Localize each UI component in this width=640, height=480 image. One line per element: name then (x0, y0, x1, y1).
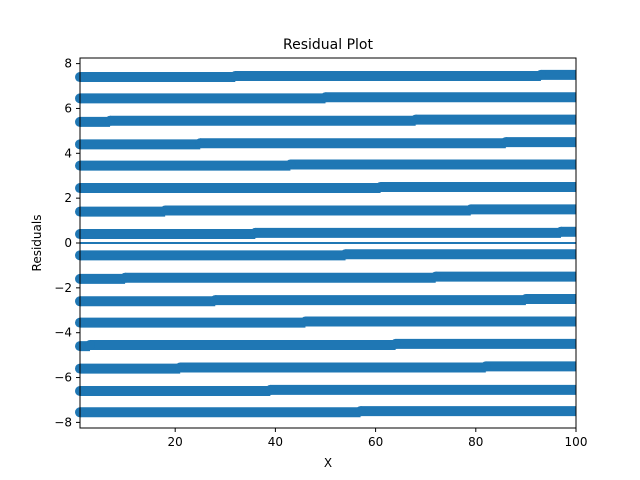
residual-band-5 (75, 181, 576, 194)
residual-point-cap-1-1 (320, 92, 331, 103)
residual-point-cap-15-1 (355, 406, 366, 417)
residual-point-cap-13-2 (480, 361, 491, 372)
residual-band-0 (75, 69, 576, 83)
residual-point-cap-10-1 (210, 295, 221, 306)
residual-band-15 (75, 406, 576, 418)
residual-band-3 (75, 137, 576, 150)
residual-point-cap-5-1 (375, 181, 386, 192)
residual-point-cap-6-1 (160, 205, 171, 216)
residual-point-cap-14-1 (265, 384, 276, 395)
y-tick-label-6: 6 (64, 101, 72, 115)
residual-band-11 (75, 316, 576, 328)
residual-point-cap-8-1 (340, 249, 351, 260)
residual-band-7 (75, 226, 576, 240)
residual-point-cap-3-2 (500, 137, 511, 148)
residual-point-cap-0-1 (230, 70, 241, 81)
y-tick-label-0: 0 (64, 236, 72, 250)
residual-band-9 (75, 271, 576, 284)
x-tick-label-40: 40 (268, 435, 283, 449)
residual-band-2 (75, 114, 576, 127)
residual-point-cap-12-2 (390, 338, 401, 349)
residual-band-13 (75, 361, 576, 374)
residual-point-cap-4-1 (285, 159, 296, 170)
residual-band-6 (75, 204, 576, 217)
residual-band-4 (75, 159, 576, 171)
residual-point-cap-13-1 (175, 362, 186, 373)
axis-layer: 20 40 60 80 100 −8 −6 −4 −2 0 2 4 6 8 (54, 57, 587, 449)
x-axis-label: X (324, 456, 332, 470)
residual-band-1 (75, 92, 576, 104)
data-layer (75, 69, 576, 418)
residual-point-cap-2-1 (105, 115, 116, 126)
y-axis-label: Residuals (30, 215, 44, 272)
chart-title: Residual Plot (283, 37, 373, 53)
y-tick-label--2: −2 (54, 281, 72, 295)
y-tick-label--4: −4 (54, 326, 72, 340)
residual-point-cap-11-1 (300, 316, 311, 327)
residual-point-cap-6-2 (465, 204, 476, 215)
residual-point-cap-7-2 (555, 226, 566, 237)
residual-band-8 (75, 249, 576, 261)
residual-point-cap-9-1 (120, 272, 131, 283)
residual-point-cap-10-2 (520, 294, 531, 305)
x-tick-label-60: 60 (368, 435, 383, 449)
residual-point-cap-7-1 (250, 227, 261, 238)
y-tick-label-2: 2 (64, 191, 72, 205)
residual-point-cap-0-2 (535, 69, 546, 80)
x-tick-label-80: 80 (468, 435, 483, 449)
y-tick-label--8: −8 (54, 415, 72, 429)
plot-area-frame (79, 57, 577, 429)
y-tick-label-4: 4 (64, 146, 72, 160)
x-tick-label-100: 100 (565, 435, 588, 449)
residual-band-10 (75, 294, 576, 307)
residual-band-12 (75, 338, 576, 352)
residual-band-14 (75, 384, 576, 396)
y-tick-label--6: −6 (54, 371, 72, 385)
x-tick-label-20: 20 (168, 435, 183, 449)
residual-point-cap-3-1 (195, 138, 206, 149)
residual-point-cap-9-2 (430, 271, 441, 282)
residual-point-cap-12-1 (85, 340, 96, 351)
residual-point-cap-2-2 (410, 114, 421, 125)
y-tick-label-8: 8 (64, 57, 72, 71)
